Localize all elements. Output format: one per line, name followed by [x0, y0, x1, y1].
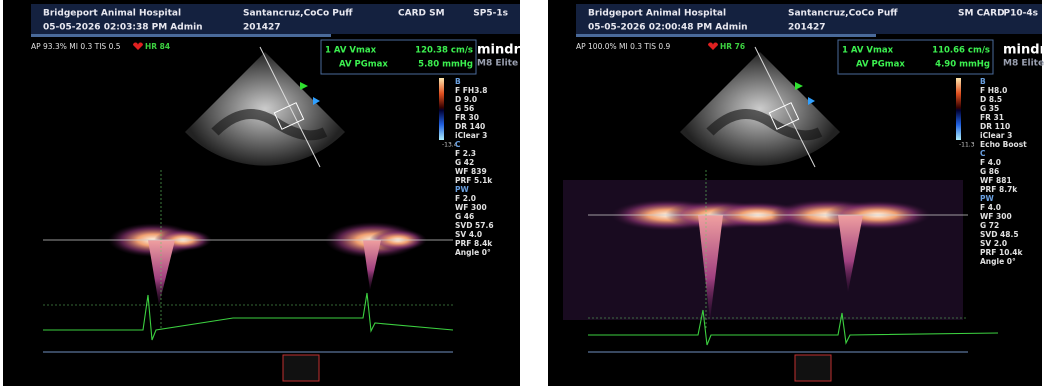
measure-pg: 5.80 mmHg: [418, 60, 473, 70]
colorbar-label: -11.3: [959, 142, 975, 149]
header-patient: Santancruz,CoCo Puff: [788, 9, 898, 19]
param-value: G 86: [980, 167, 999, 176]
header-patient: Santancruz,CoCo Puff: [243, 9, 353, 19]
param-value: SVD 48.5: [980, 230, 1019, 239]
param-value: iClear 3: [980, 131, 1012, 140]
param-value: DR 110: [980, 122, 1010, 131]
ultrasound-panel: Bridgeport Animal Hospital Santancruz,CoC…: [3, 0, 537, 386]
header-preset: CARD SM: [398, 9, 445, 19]
brand-model: M8 Elite: [477, 59, 518, 69]
header-clinic: Bridgeport Animal Hospital: [588, 9, 726, 19]
param-value: F FH3.8: [455, 86, 487, 95]
param-value: WF 839: [455, 167, 487, 176]
param-section: B: [980, 77, 986, 86]
param-value: FR 31: [980, 113, 1004, 122]
param-value: WF 300: [455, 203, 487, 212]
header-probe: SP5-1s: [473, 9, 508, 19]
acoustic-output: AP 93.3% MI 0.3 TIS 0.5: [31, 42, 121, 51]
param-value: F 4.0: [980, 158, 1001, 167]
param-value: FR 30: [455, 113, 479, 122]
header-id: 201427: [788, 23, 826, 33]
spectrum-noise: [563, 180, 963, 320]
param-value: DR 140: [455, 122, 485, 131]
heart-rate: HR 76: [720, 42, 745, 51]
header-clinic: Bridgeport Animal Hospital: [43, 9, 181, 19]
param-value: G 35: [980, 104, 999, 113]
param-value: G 42: [455, 158, 474, 167]
param-value: Angle 0°: [455, 248, 491, 257]
thumbnail: [283, 355, 319, 381]
param-section: C: [980, 149, 986, 158]
header-probe: P10-4s: [1004, 9, 1038, 19]
param-value: D 8.5: [980, 95, 1002, 104]
param-value: G 56: [455, 104, 474, 113]
ultrasound-panel: Bridgeport Animal Hospital Santancruz,CoC…: [548, 0, 1047, 386]
screenshot: Bridgeport Animal Hospital Santancruz,CoC…: [0, 0, 1047, 390]
measure-pg-label: AV PGmax: [339, 60, 388, 70]
brand-model: M8 Elite: [1003, 59, 1044, 69]
param-value: Angle 0°: [980, 257, 1016, 266]
param-value: F H8.0: [980, 86, 1007, 95]
colorbar: [439, 78, 444, 140]
acoustic-output: AP 100.0% MI 0.3 TIS 0.9: [576, 42, 670, 51]
page: {"panels": [ {"header": {"clinic": "Brid…: [0, 0, 1047, 390]
param-value: PRF 8.4k: [455, 239, 493, 248]
header-rule: [31, 34, 331, 37]
param-value: F 2.0: [455, 194, 476, 203]
param-value: iClear 3: [455, 131, 487, 140]
measure-vmax-label: 1 AV Vmax: [842, 46, 894, 56]
param-section: C: [455, 140, 461, 149]
measure-vmax-label: 1 AV Vmax: [325, 46, 377, 56]
param-value: G 46: [455, 212, 474, 221]
colorbar: [956, 78, 961, 140]
heart-rate: HR 84: [145, 42, 170, 51]
param-value: Echo Boost: [980, 140, 1027, 149]
param-section: B: [455, 77, 461, 86]
param-value: SV 2.0: [980, 239, 1007, 248]
param-value: PRF 8.7k: [980, 185, 1018, 194]
measure-vmax: 120.38 cm/s: [415, 46, 473, 56]
measure-pg-label: AV PGmax: [856, 60, 905, 70]
param-value: D 9.0: [455, 95, 477, 104]
param-value: PRF 5.1k: [455, 176, 493, 185]
param-value: G 72: [980, 221, 999, 230]
measure-vmax: 110.66 cm/s: [932, 46, 990, 56]
param-value: F 4.0: [980, 203, 1001, 212]
param-section: PW: [980, 194, 994, 203]
header-datetime: 05-05-2026 02:03:38 PM Admin: [43, 23, 203, 33]
param-section: PW: [455, 185, 469, 194]
param-value: WF 881: [980, 176, 1012, 185]
header-rule: [576, 34, 876, 37]
brand-logo: mindray: [477, 43, 537, 58]
param-value: PRF 10.4k: [980, 248, 1024, 257]
param-value: F 2.3: [455, 149, 476, 158]
header-preset: SM CARD: [958, 9, 1005, 19]
header-id: 201427: [243, 23, 281, 33]
brand-logo: mindray: [1003, 43, 1047, 58]
param-value: SVD 57.6: [455, 221, 494, 230]
param-value: WF 300: [980, 212, 1012, 221]
thumbnail: [795, 355, 831, 381]
header-datetime: 05-05-2026 02:00:48 PM Admin: [588, 23, 748, 33]
param-value: SV 4.0: [455, 230, 482, 239]
measure-pg: 4.90 mmHg: [935, 60, 990, 70]
